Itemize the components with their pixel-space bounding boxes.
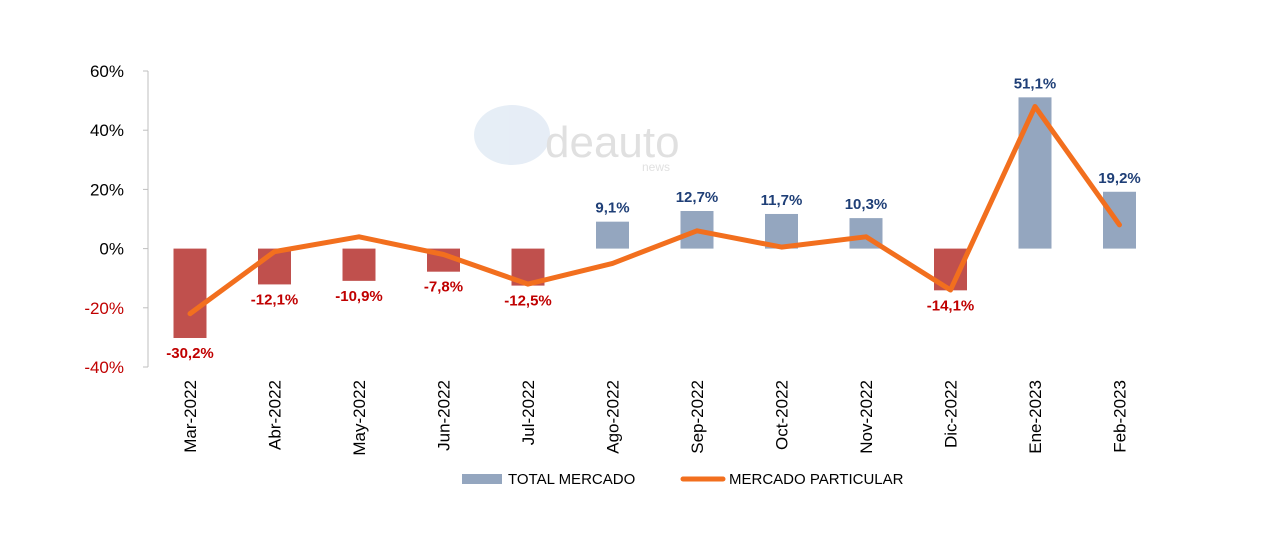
x-tick-label: Feb-2023: [1111, 380, 1130, 453]
x-tick-label: Abr-2022: [266, 380, 285, 450]
data-label: 11,7%: [761, 192, 803, 209]
line-series-mercado-particular: [187, 104, 1122, 317]
x-tick-label: Ago-2022: [604, 380, 623, 454]
data-label: 10,3%: [845, 196, 888, 213]
data-label: -12,5%: [504, 293, 552, 310]
bar: [173, 248, 207, 338]
x-tick-label: Mar-2022: [181, 380, 200, 453]
data-label: 12,7%: [676, 189, 719, 206]
x-tick-label: Dic-2022: [942, 380, 961, 448]
watermark-logo-mark: [474, 105, 550, 165]
bar: [596, 221, 629, 249]
legend-swatch-total-mercado: [462, 474, 502, 484]
data-label: -30,2%: [166, 345, 214, 362]
bar: [342, 248, 376, 281]
watermark-logo-text: deauto: [545, 118, 680, 167]
line-path: [187, 104, 1122, 317]
y-tick-label: 0%: [99, 240, 124, 259]
x-axis: Mar-2022 Abr-2022 May-2022 Jun-2022 Jul-2022…: [181, 380, 1130, 456]
watermark-sub-text: news: [642, 160, 670, 174]
legend: TOTAL MERCADO MERCADO PARTICULAR: [462, 471, 904, 488]
bar: [1103, 191, 1136, 249]
data-label: -14,1%: [927, 297, 975, 314]
x-tick-label: Ene-2023: [1026, 380, 1045, 454]
data-label: 51,1%: [1014, 75, 1057, 92]
y-tick-label: 40%: [90, 121, 124, 140]
legend-label-mercado-particular: MERCADO PARTICULAR: [729, 471, 904, 488]
bar-data-labels: -30,2% -12,1% -10,9% -7,8% -12,5% 9,1% 12,7% 11…: [166, 75, 1141, 362]
legend-label-total-mercado: TOTAL MERCADO: [508, 471, 635, 488]
watermark: deauto news: [474, 105, 680, 174]
data-label: 19,2%: [1098, 170, 1141, 187]
x-tick-label: Oct-2022: [773, 380, 792, 450]
data-label: -10,9%: [335, 288, 383, 305]
x-tick-label: Sep-2022: [688, 380, 707, 454]
data-label: -12,1%: [251, 291, 299, 308]
y-tick-label: -40%: [84, 358, 124, 377]
y-tick-label: 60%: [90, 62, 124, 81]
data-label: -7,8%: [424, 279, 463, 296]
y-tick-label: -20%: [84, 299, 124, 318]
y-tick-label: 20%: [90, 180, 124, 199]
x-tick-label: Jun-2022: [435, 380, 454, 451]
x-tick-label: May-2022: [350, 380, 369, 456]
x-tick-label: Jul-2022: [519, 380, 538, 445]
y-axis: 60% 40% 20% 0% -20% -40%: [84, 62, 149, 377]
data-label: 9,1%: [595, 200, 629, 217]
x-tick-label: Nov-2022: [857, 380, 876, 454]
